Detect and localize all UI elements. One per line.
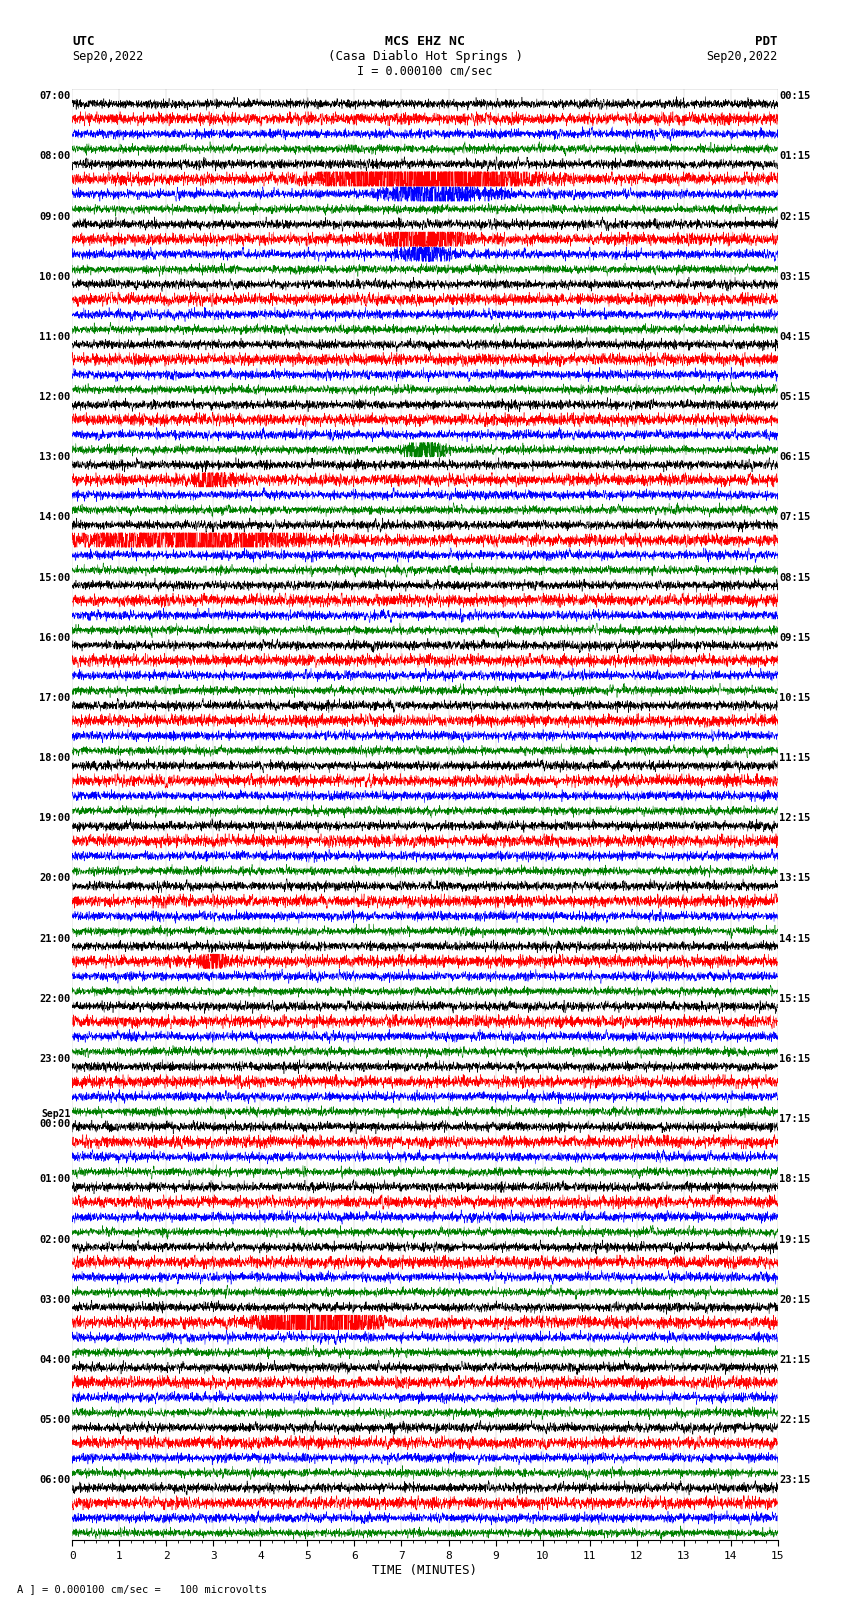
Text: 01:15: 01:15 <box>779 152 811 161</box>
Text: 06:00: 06:00 <box>39 1476 71 1486</box>
Text: 12:15: 12:15 <box>779 813 811 823</box>
Text: 22:00: 22:00 <box>39 994 71 1003</box>
Text: 03:15: 03:15 <box>779 271 811 282</box>
Text: 16:00: 16:00 <box>39 632 71 644</box>
Text: Sep21: Sep21 <box>41 1110 71 1119</box>
Text: 10:15: 10:15 <box>779 694 811 703</box>
Text: 15:00: 15:00 <box>39 573 71 582</box>
Text: 03:00: 03:00 <box>39 1295 71 1305</box>
Text: I = 0.000100 cm/sec: I = 0.000100 cm/sec <box>357 65 493 77</box>
Text: (Casa Diablo Hot Springs ): (Casa Diablo Hot Springs ) <box>327 50 523 63</box>
Text: 21:00: 21:00 <box>39 934 71 944</box>
Text: A ] = 0.000100 cm/sec =   100 microvolts: A ] = 0.000100 cm/sec = 100 microvolts <box>17 1584 267 1594</box>
Text: 01:00: 01:00 <box>39 1174 71 1184</box>
Text: 05:15: 05:15 <box>779 392 811 402</box>
Text: 08:00: 08:00 <box>39 152 71 161</box>
Text: 17:00: 17:00 <box>39 694 71 703</box>
Text: 11:15: 11:15 <box>779 753 811 763</box>
Text: 17:15: 17:15 <box>779 1115 811 1124</box>
Text: 07:00: 07:00 <box>39 92 71 102</box>
Text: 13:00: 13:00 <box>39 452 71 463</box>
Text: 08:15: 08:15 <box>779 573 811 582</box>
Text: UTC: UTC <box>72 35 94 48</box>
Text: 12:00: 12:00 <box>39 392 71 402</box>
Text: 04:15: 04:15 <box>779 332 811 342</box>
Text: 09:00: 09:00 <box>39 211 71 221</box>
Text: 00:00: 00:00 <box>39 1119 71 1129</box>
Text: 20:15: 20:15 <box>779 1295 811 1305</box>
Text: 21:15: 21:15 <box>779 1355 811 1365</box>
Text: MCS EHZ NC: MCS EHZ NC <box>385 35 465 48</box>
Text: PDT: PDT <box>756 35 778 48</box>
Text: 19:00: 19:00 <box>39 813 71 823</box>
Text: 14:00: 14:00 <box>39 513 71 523</box>
Text: 02:15: 02:15 <box>779 211 811 221</box>
Text: 14:15: 14:15 <box>779 934 811 944</box>
Text: 15:15: 15:15 <box>779 994 811 1003</box>
Text: Sep20,2022: Sep20,2022 <box>72 50 144 63</box>
Text: 11:00: 11:00 <box>39 332 71 342</box>
Text: 18:00: 18:00 <box>39 753 71 763</box>
Text: 18:15: 18:15 <box>779 1174 811 1184</box>
X-axis label: TIME (MINUTES): TIME (MINUTES) <box>372 1563 478 1576</box>
Text: 16:15: 16:15 <box>779 1053 811 1065</box>
Text: 00:15: 00:15 <box>779 92 811 102</box>
Text: 23:15: 23:15 <box>779 1476 811 1486</box>
Text: 19:15: 19:15 <box>779 1234 811 1245</box>
Text: 23:00: 23:00 <box>39 1053 71 1065</box>
Text: 02:00: 02:00 <box>39 1234 71 1245</box>
Text: 05:00: 05:00 <box>39 1415 71 1424</box>
Text: 04:00: 04:00 <box>39 1355 71 1365</box>
Text: 10:00: 10:00 <box>39 271 71 282</box>
Text: 06:15: 06:15 <box>779 452 811 463</box>
Text: 07:15: 07:15 <box>779 513 811 523</box>
Text: 09:15: 09:15 <box>779 632 811 644</box>
Text: Sep20,2022: Sep20,2022 <box>706 50 778 63</box>
Text: 22:15: 22:15 <box>779 1415 811 1424</box>
Text: 13:15: 13:15 <box>779 874 811 884</box>
Text: 20:00: 20:00 <box>39 874 71 884</box>
